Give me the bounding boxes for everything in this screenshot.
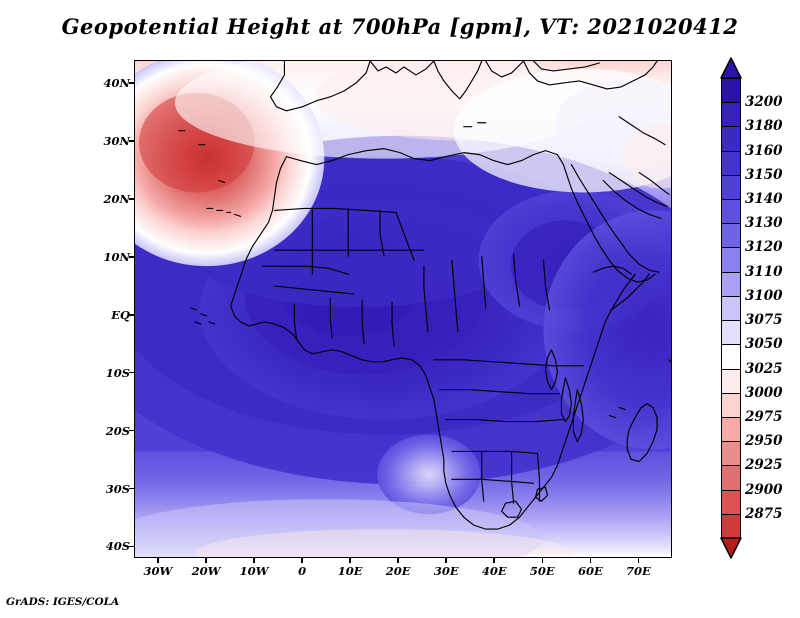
lat-tick-mark (129, 198, 134, 200)
lon-tick-label-10W: 10W (239, 564, 269, 578)
lon-tick-mark (205, 558, 207, 563)
colorbar-band (721, 102, 741, 128)
colorbar-label-3050: 3050 (745, 336, 783, 353)
colorbar-arrow-top-icon (720, 57, 742, 79)
colorbar-label-2875: 2875 (745, 505, 783, 522)
colorbar-label-3120: 3120 (745, 239, 783, 256)
lon-tick-mark (253, 558, 255, 563)
longitude-axis: 30W 20W 10W 0 10E 20E 30E 40E 50E 60E 70E (0, 564, 800, 588)
lon-tick-label-30W: 30W (143, 564, 173, 578)
footer-credit: GrADS: IGES/COLA (6, 596, 120, 608)
colorbar-band (721, 416, 741, 443)
lat-tick-mark (129, 140, 134, 142)
colorbar-label-2900: 2900 (745, 481, 783, 498)
lat-tick-mark (129, 313, 134, 316)
lat-tick-label-20N: 20N (103, 191, 130, 206)
lon-tick-label-10E: 10E (337, 564, 363, 578)
lon-tick-label-0: 0 (298, 564, 307, 578)
lat-tick-label-20S: 20S (105, 423, 130, 438)
lat-tick-label-30S: 30S (105, 481, 130, 496)
colorbar-label-3180: 3180 (745, 118, 783, 135)
page-title: Geopotential Height at 700hPa [gpm], VT:… (61, 14, 739, 39)
map-plot-area (134, 60, 672, 558)
lat-tick-label-40N: 40N (103, 76, 130, 91)
colorbar-band (721, 223, 741, 249)
colorbar (720, 57, 742, 559)
colorbar-label-3140: 3140 (745, 191, 783, 208)
geopotential-height-field (135, 61, 671, 557)
lat-tick-mark (129, 545, 134, 548)
lat-tick-label-EQ: EQ (111, 307, 130, 322)
colorbar-label-3100: 3100 (745, 287, 783, 304)
lon-tick-mark (397, 558, 399, 563)
lon-tick-label-70E: 70E (625, 564, 651, 578)
colorbar-label-2950: 2950 (745, 433, 783, 450)
colorbar-band (721, 247, 741, 274)
colorbar-band (721, 295, 741, 322)
lat-tick-mark (129, 256, 134, 258)
colorbar-arrow-bottom-icon (720, 537, 742, 559)
colorbar-band (721, 344, 741, 371)
lat-tick-mark (129, 487, 134, 490)
colorbar-band (721, 392, 741, 419)
lon-tick-mark (445, 558, 448, 563)
lon-tick-label-30E: 30E (433, 564, 459, 578)
colorbar-label-3110: 3110 (745, 263, 783, 280)
latitude-axis: 40N 30N 20N 10N EQ 10S 20S 30S 40S (0, 0, 130, 618)
colorbar-label-3130: 3130 (745, 215, 783, 232)
colorbar-label-3075: 3075 (745, 312, 783, 329)
colorbar-band (721, 271, 741, 298)
colorbar-band (721, 150, 741, 177)
lat-tick-label-10S: 10S (105, 365, 130, 380)
lon-tick-label-20E: 20E (385, 564, 411, 578)
colorbar-band (721, 320, 741, 346)
lon-tick-mark (349, 558, 351, 563)
colorbar-band (721, 489, 741, 516)
colorbar-label-3025: 3025 (745, 360, 783, 377)
lon-tick-mark (493, 558, 496, 563)
lon-tick-label-40E: 40E (481, 564, 507, 578)
colorbar-band (721, 174, 741, 201)
lon-tick-mark (589, 558, 592, 563)
colorbar-label-3200: 3200 (745, 94, 783, 111)
lon-tick-mark (157, 558, 159, 563)
colorbar-label-3160: 3160 (745, 142, 783, 159)
colorbar-label-3000: 3000 (745, 384, 783, 401)
colorbar-band (721, 465, 741, 492)
lat-tick-mark (129, 82, 134, 84)
lat-tick-label-30N: 30N (103, 134, 130, 149)
lat-tick-mark (129, 371, 134, 374)
colorbar-label-2925: 2925 (745, 457, 783, 474)
lat-tick-mark (129, 429, 134, 432)
colorbar-label-3150: 3150 (745, 166, 783, 183)
lon-tick-mark (301, 558, 303, 563)
colorbar-band (721, 368, 741, 395)
colorbar-band (721, 441, 741, 467)
colorbar-band (721, 78, 741, 104)
colorbar-label-2975: 2975 (745, 408, 783, 425)
lon-tick-label-20W: 20W (191, 564, 221, 578)
lon-tick-mark (637, 558, 640, 563)
lat-tick-label-40S: 40S (105, 539, 130, 554)
lon-tick-label-50E: 50E (529, 564, 555, 578)
lon-tick-label-60E: 60E (577, 564, 603, 578)
lat-tick-label-10N: 10N (103, 249, 130, 264)
colorbar-band (721, 513, 741, 540)
colorbar-band (721, 126, 741, 153)
lon-tick-mark (541, 558, 544, 563)
colorbar-band (721, 199, 741, 225)
